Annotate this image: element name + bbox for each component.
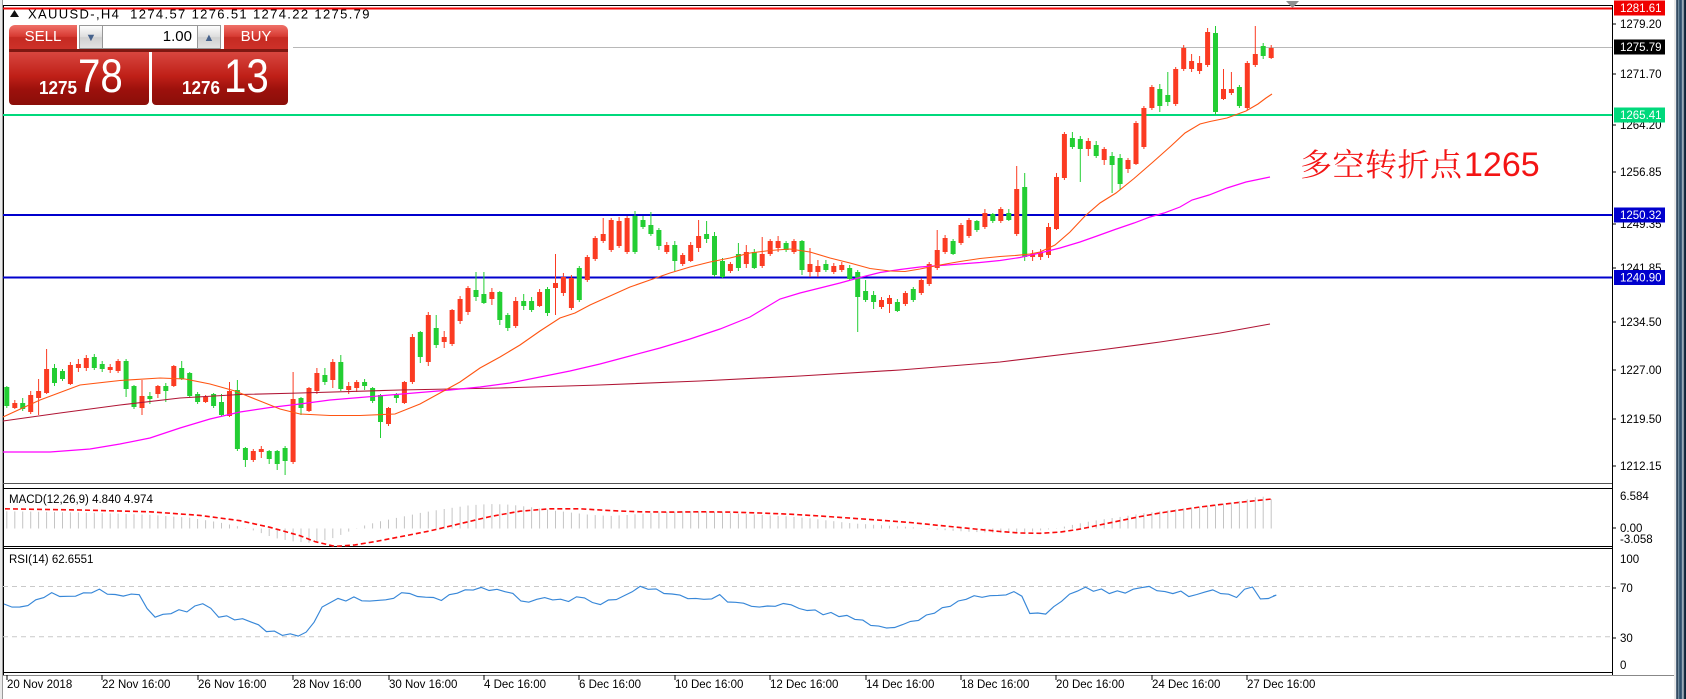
svg-text:30 Nov 16:00: 30 Nov 16:00 [389,679,457,691]
svg-text:1264.20: 1264.20 [1620,120,1662,132]
svg-text:RSI(14) 62.6551: RSI(14) 62.6551 [9,554,93,566]
svg-text:1265.41: 1265.41 [1620,110,1662,122]
svg-text:20 Dec 16:00: 20 Dec 16:00 [1056,679,1124,691]
svg-text:1279.20: 1279.20 [1620,19,1662,31]
svg-text:1265: 1265 [1464,146,1540,184]
svg-text:24 Dec 16:00: 24 Dec 16:00 [1152,679,1220,691]
svg-text:20 Nov 2018: 20 Nov 2018 [7,679,72,691]
svg-text:30: 30 [1620,633,1633,645]
svg-text:MACD(12,26,9) 4.840 4.974: MACD(12,26,9) 4.840 4.974 [9,494,153,506]
svg-text:1256.85: 1256.85 [1620,167,1662,179]
svg-text:4 Dec 16:00: 4 Dec 16:00 [484,679,546,691]
svg-text:1234.50: 1234.50 [1620,317,1662,329]
svg-text:18 Dec 16:00: 18 Dec 16:00 [961,679,1029,691]
svg-text:28 Nov 16:00: 28 Nov 16:00 [293,679,361,691]
svg-text:1227.00: 1227.00 [1620,365,1662,377]
svg-text:14 Dec 16:00: 14 Dec 16:00 [866,679,934,691]
svg-text:0: 0 [1620,660,1626,672]
svg-text:1271.70: 1271.70 [1620,69,1662,81]
svg-text:-3.058: -3.058 [1620,534,1653,546]
svg-text:0.00: 0.00 [1620,523,1642,535]
svg-text:6 Dec 16:00: 6 Dec 16:00 [579,679,641,691]
svg-text:1212.15: 1212.15 [1620,461,1662,473]
svg-text:70: 70 [1620,583,1633,595]
svg-text:XAUUSD-,H4 1274.57 1276.51 12: XAUUSD-,H4 1274.57 1276.51 1274.22 1275.… [28,7,371,22]
svg-text:1219.50: 1219.50 [1620,414,1662,426]
svg-text:27 Dec 16:00: 27 Dec 16:00 [1247,679,1315,691]
svg-text:6.584: 6.584 [1620,491,1649,503]
svg-text:100: 100 [1620,554,1639,566]
svg-text:22 Nov 16:00: 22 Nov 16:00 [102,679,170,691]
svg-text:1240.90: 1240.90 [1620,273,1662,285]
svg-text:12 Dec 16:00: 12 Dec 16:00 [770,679,838,691]
svg-text:1275.79: 1275.79 [1620,42,1662,54]
svg-text:10 Dec 16:00: 10 Dec 16:00 [675,679,743,691]
svg-text:26 Nov 16:00: 26 Nov 16:00 [198,679,266,691]
svg-text:1250.32: 1250.32 [1620,210,1662,222]
svg-text:1281.61: 1281.61 [1620,3,1662,15]
